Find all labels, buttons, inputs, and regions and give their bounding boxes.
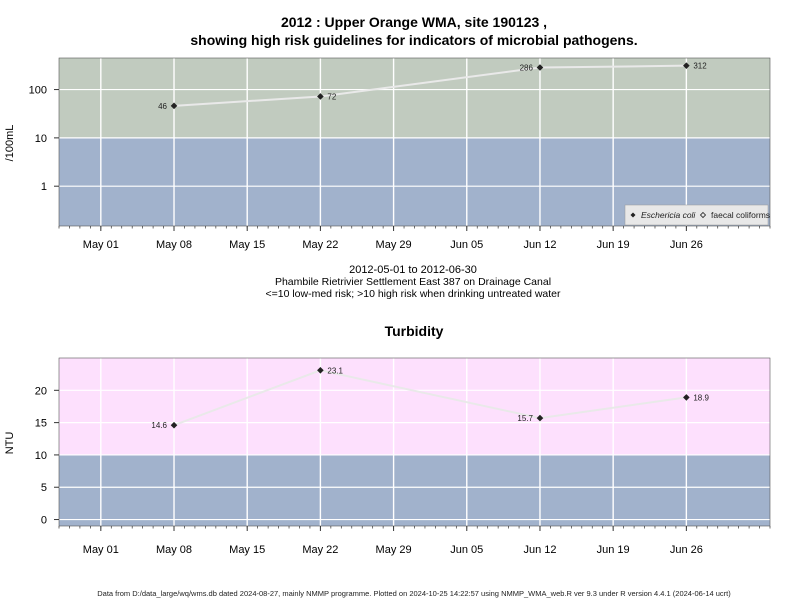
x-tick-label: Jun 05 [450,239,483,251]
y-tick-label: 100 [29,85,47,97]
date-range: 2012-05-01 to 2012-06-30 [349,264,477,276]
x-tick-label: May 08 [156,239,192,251]
x-tick-label: Jun 12 [523,239,556,251]
x-tick-label: Jun 19 [597,239,630,251]
legend: Eschericia coli faecal coliforms [624,204,770,226]
grid-lines [59,58,770,226]
x-tick-label: Jun 26 [670,544,703,556]
y-tick-label: 15 [35,418,47,430]
x-tick-label: May 01 [83,544,119,556]
x-tick-label: Jun 05 [450,544,483,556]
data-label: 46 [158,102,167,111]
series-line [173,369,687,427]
y-tick-label: 1 [41,181,47,193]
legend-item-e-coli: Eschericia coli [641,210,696,220]
x-tick-label: May 22 [302,544,338,556]
data-label: 18.9 [693,393,709,402]
turbidity-title: Turbidity [385,323,444,339]
site-description: Phambile Rietrivier Settlement East 387 … [275,276,551,288]
data-series: 14.6 23.1 15.7 18.9 [151,366,709,430]
data-label: 286 [520,64,534,73]
axes: May 01 May 08 May 15 May 22 May 29 Jun 05 Jun … [29,85,771,251]
data-label: 15.7 [517,414,533,423]
data-point [170,421,178,429]
x-tick-label: May 29 [376,239,412,251]
data-point [170,102,178,110]
data-point [683,62,690,69]
y-tick-label: 20 [35,385,47,397]
legend-marker-e-coli [630,212,636,218]
y-axis-label: NTU [4,432,16,455]
data-label: 72 [327,92,336,101]
axes: May 01 May 08 May 15 May 22 May 29 Jun 05 Jun … [35,385,771,556]
y-tick-label: 5 [41,482,47,494]
y-tick-label: 10 [35,133,47,145]
y-tick-label: 0 [41,515,47,527]
data-point [536,414,544,422]
data-point [317,366,324,374]
microbial-panel: 46 72 286 312 May 01 May 08 May 15 May 22 May 2… [4,57,771,251]
legend-marker-faecal-coliforms [699,211,707,219]
y-axis-label: /100mL [4,125,16,162]
legend-box [624,204,769,226]
footer-note: Data from D:/data_large/wq/wms.db dated … [97,589,731,598]
legend-item-faecal-coliforms: faecal coliforms [711,210,770,220]
x-tick-label: May 29 [376,544,412,556]
data-label: 14.6 [151,421,167,430]
x-tick-label: Jun 19 [597,544,630,556]
data-point [317,93,324,100]
low-risk-band [59,454,770,526]
high-risk-band [59,58,770,138]
x-tick-label: May 01 [83,239,119,251]
data-point [536,64,544,71]
data-label: 23.1 [327,366,343,375]
x-tick-label: May 15 [229,544,265,556]
x-tick-label: May 22 [302,239,338,251]
x-tick-label: Jun 26 [670,239,703,251]
high-risk-band [59,358,770,455]
chart-title-line1: 2012 : Upper Orange WMA, site 190123 , [281,14,547,30]
y-tick-label: 10 [35,450,47,462]
turbidity-panel: 14.6 23.1 15.7 18.9 May 01 May 08 May 15 May 2… [4,357,771,556]
x-tick-label: May 15 [229,239,265,251]
series-line [173,64,687,107]
data-series: 46 72 286 312 [158,62,707,111]
risk-note: <=10 low-med risk; >10 high risk when dr… [265,288,561,300]
chart-title-line2: showing high risk guidelines for indicat… [190,32,637,48]
x-tick-label: May 08 [156,544,192,556]
data-label: 312 [693,62,707,71]
x-tick-label: Jun 12 [523,544,556,556]
data-point [683,394,690,401]
